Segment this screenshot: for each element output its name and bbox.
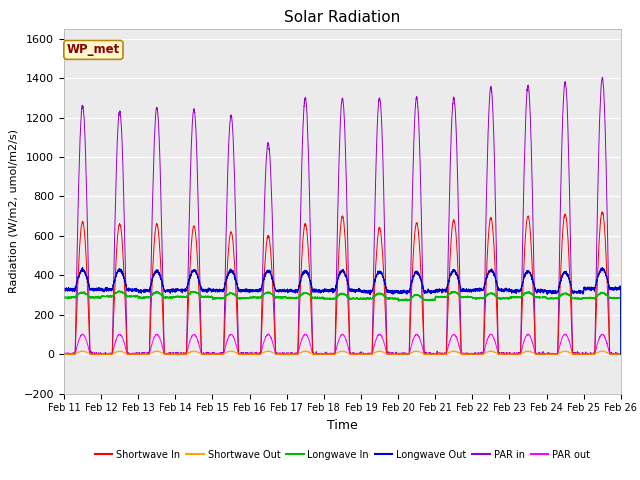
Longwave Out: [616, 283, 624, 288]
Line: Longwave Out: Longwave Out: [64, 267, 621, 354]
PAR out: [322, 351, 330, 357]
Shortwave Out: [60, 351, 68, 357]
PAR in: [616, 350, 624, 356]
Line: Shortwave In: Shortwave In: [64, 212, 621, 354]
PAR out: [60, 351, 68, 357]
Shortwave Out: [616, 351, 624, 357]
Line: Shortwave Out: Shortwave Out: [64, 351, 621, 354]
PAR out: [264, 331, 272, 337]
PAR out: [467, 351, 475, 357]
Shortwave Out: [524, 348, 532, 354]
Longwave Out: [60, 287, 68, 292]
Line: PAR in: PAR in: [64, 78, 621, 354]
Title: Solar Radiation: Solar Radiation: [284, 10, 401, 25]
PAR in: [617, 351, 625, 357]
Longwave In: [467, 294, 475, 300]
Y-axis label: Radiation (W/m2, umol/m2/s): Radiation (W/m2, umol/m2/s): [8, 129, 18, 293]
Shortwave Out: [60, 351, 68, 357]
PAR in: [436, 351, 444, 357]
PAR out: [617, 351, 625, 357]
Shortwave Out: [617, 351, 625, 357]
Line: PAR out: PAR out: [64, 334, 621, 354]
Shortwave In: [467, 351, 475, 357]
PAR in: [499, 351, 507, 357]
Text: WP_met: WP_met: [67, 43, 120, 56]
Longwave In: [60, 294, 68, 300]
Shortwave Out: [467, 351, 475, 357]
Longwave In: [322, 296, 330, 302]
Shortwave In: [617, 351, 625, 357]
Shortwave In: [60, 351, 68, 357]
Shortwave Out: [322, 351, 330, 357]
PAR out: [616, 351, 624, 357]
Shortwave In: [499, 351, 506, 357]
Longwave Out: [322, 288, 330, 294]
Longwave In: [499, 295, 507, 301]
Longwave Out: [161, 288, 168, 294]
Longwave Out: [617, 351, 625, 357]
PAR in: [467, 351, 475, 357]
PAR in: [60, 351, 68, 357]
Longwave In: [617, 351, 625, 357]
Shortwave Out: [499, 351, 507, 357]
PAR out: [499, 351, 507, 357]
Longwave In: [115, 288, 123, 294]
Shortwave Out: [436, 351, 444, 357]
PAR in: [599, 75, 607, 81]
X-axis label: Time: Time: [327, 419, 358, 432]
Shortwave In: [160, 347, 168, 352]
Longwave Out: [79, 264, 86, 270]
Shortwave In: [616, 351, 624, 357]
Longwave Out: [499, 287, 507, 293]
PAR out: [436, 351, 444, 357]
Legend: Shortwave In, Shortwave Out, Longwave In, Longwave Out, PAR in, PAR out: Shortwave In, Shortwave Out, Longwave In…: [91, 446, 594, 464]
Longwave Out: [436, 287, 444, 293]
PAR out: [160, 350, 168, 356]
Shortwave In: [436, 351, 444, 357]
Line: Longwave In: Longwave In: [64, 291, 621, 354]
Shortwave Out: [161, 351, 168, 357]
Longwave In: [161, 294, 168, 300]
Shortwave In: [598, 209, 606, 215]
PAR in: [60, 351, 68, 357]
Longwave In: [436, 294, 444, 300]
PAR in: [161, 348, 168, 354]
Longwave In: [616, 295, 624, 301]
Longwave Out: [467, 289, 475, 295]
PAR in: [322, 351, 330, 357]
Shortwave In: [322, 351, 330, 357]
